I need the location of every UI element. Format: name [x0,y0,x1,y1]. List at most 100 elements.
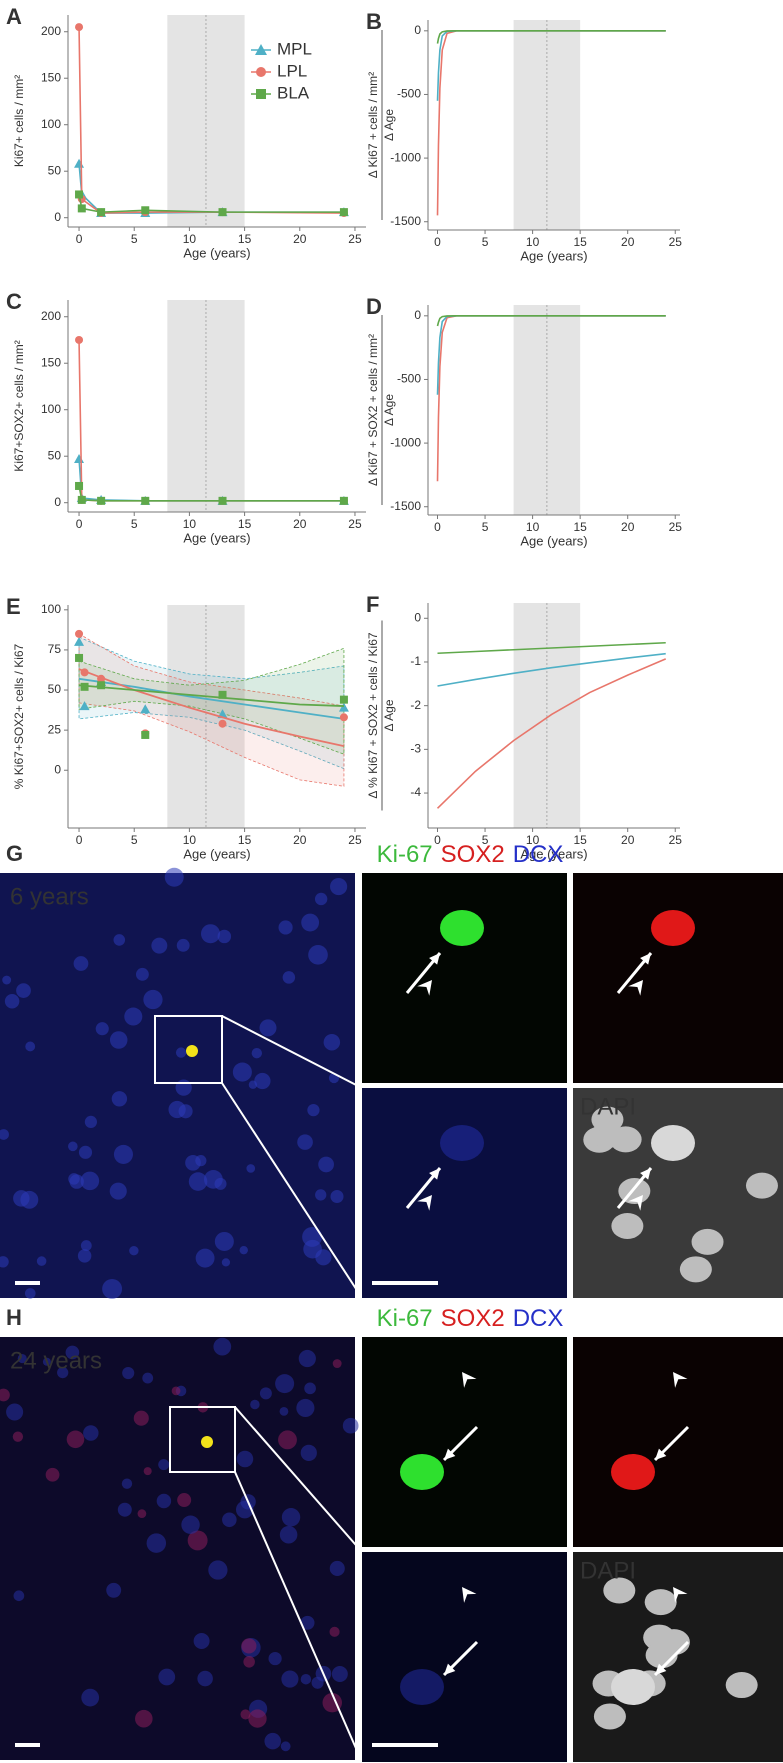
legend-marker [256,67,266,77]
cell [20,1190,39,1209]
x-axis-label: Age (years) [183,530,250,545]
marker [339,713,348,722]
y-tick-label: 0 [414,308,421,322]
panel-label: E [6,594,21,619]
x-tick-label: 10 [526,235,540,249]
y-tick-label: -1500 [390,499,421,513]
cell [281,1507,301,1527]
panel-label: C [6,289,22,314]
cell [16,983,31,998]
y-tick-label: -4 [410,785,421,799]
marker [75,190,84,199]
x-tick-label: 15 [573,833,587,847]
legend-marker [256,89,266,99]
panel-label: F [366,592,379,617]
x-tick-label: 10 [183,517,197,531]
y-tick-label: -2 [410,698,421,712]
stain-name: DCX [513,1305,564,1332]
marker [74,454,85,463]
cell [151,937,168,954]
cell [177,1493,192,1508]
y-tick-label: 50 [48,448,62,462]
series-line [437,641,666,655]
cell [13,1590,25,1602]
y-tick-label: 100 [41,402,61,416]
cell [254,1072,271,1090]
cell [113,1144,133,1164]
cell [311,1676,324,1689]
y-axis-label: Δ Ki67 + cells / mm² [366,72,380,178]
cell [278,920,293,935]
cell [302,1226,323,1247]
cell [158,1459,170,1471]
nucleus [745,1172,778,1199]
cell [66,1430,85,1449]
target-cell [201,1436,213,1448]
arrow-head [429,953,440,965]
cell [250,1399,260,1410]
y-axis-label-denominator: Δ Age [382,109,396,141]
arrow-head [655,1663,667,1675]
arrowhead [417,1195,432,1211]
cell [122,1366,135,1380]
cell-body [440,1125,484,1161]
cell [308,945,328,965]
x-axis-label: Age (years) [520,248,587,263]
y-tick-label: 0 [54,762,61,776]
nucleus [611,1212,644,1239]
cell [331,1666,348,1682]
nucleus [644,1589,677,1616]
y-tick-label: -500 [397,372,421,386]
cell [17,1353,27,1364]
cell [129,1245,139,1256]
stain-name: Ki-67 [377,841,433,868]
marker [97,496,106,505]
cell [213,1337,232,1356]
cell [65,1345,80,1360]
cell [175,1079,192,1096]
cell [203,1169,223,1189]
cell [297,1134,313,1150]
cell [68,1141,78,1152]
cell [109,1031,128,1049]
cell [315,1189,327,1201]
cell [214,1231,234,1251]
y-axis-label: Ki67+SOX2+ cells / mm² [12,340,26,471]
arrowhead [673,1587,688,1603]
channel-tile [362,873,567,1083]
cell [102,1278,123,1299]
cell [193,1632,210,1649]
target-cell [186,1045,198,1057]
cell [146,1533,167,1553]
x-tick-label: 15 [238,833,252,847]
marker [339,496,348,505]
cell [323,1033,341,1051]
panel-label: B [366,9,382,34]
y-axis-label-denominator: Δ Age [382,699,396,731]
legend-marker [255,44,267,55]
cell [178,1104,193,1119]
x-tick-label: 0 [434,520,441,534]
stain-name: DCX [513,841,564,868]
legend-label: BLA [277,83,310,102]
cell [240,1709,251,1720]
arrowhead [417,980,432,996]
y-tick-label: -3 [410,742,421,756]
x-tick-label: 0 [434,235,441,249]
y-tick-label: 0 [414,610,421,624]
y-tick-label: 0 [54,495,61,509]
fit-line [78,684,344,707]
cell [278,1430,297,1450]
cell [2,975,12,985]
x-tick-label: 0 [76,833,83,847]
cell [232,1062,252,1082]
y-tick-label: 100 [41,602,61,616]
y-tick-label: 25 [48,722,62,736]
inset-box [169,1406,236,1473]
cell [57,1366,69,1379]
x-tick-label: 20 [293,232,307,246]
x-axis-label: Age (years) [520,846,587,861]
marker [74,158,85,168]
x-tick-label: 25 [348,833,362,847]
